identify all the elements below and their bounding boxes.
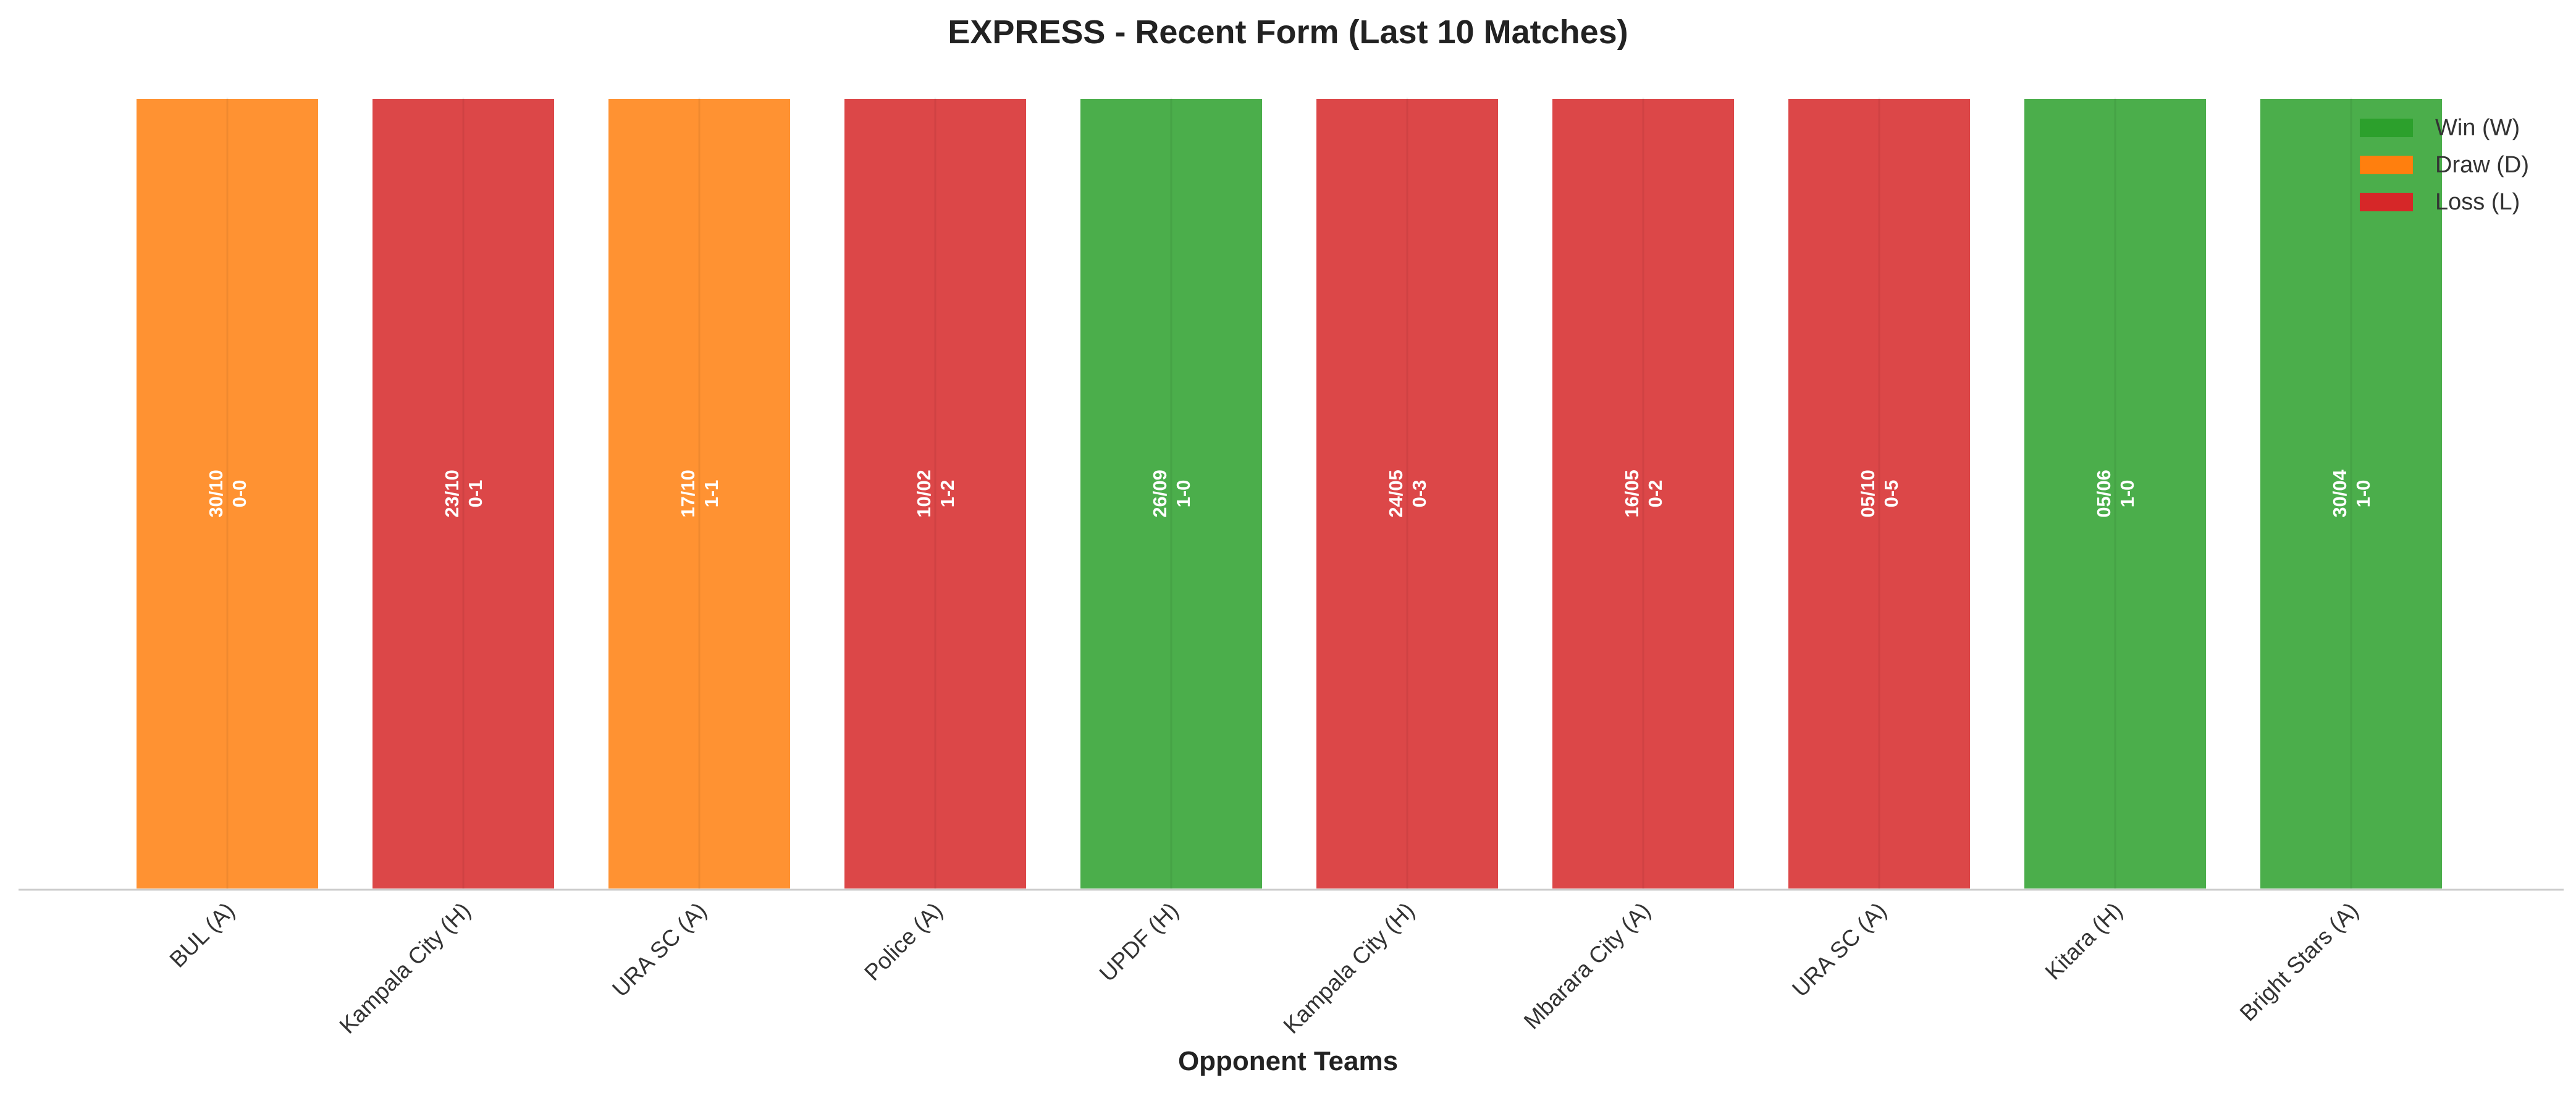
bar-score-label: 0-0 xyxy=(229,480,250,508)
legend-label: Loss (L) xyxy=(2435,189,2520,215)
bar-date-label: 30/04 xyxy=(2329,469,2351,517)
legend: Win (W) Draw (D) Loss (L) xyxy=(2360,115,2529,215)
x-tick-label: Kampala City (H) xyxy=(1278,898,1419,1039)
bar-4 xyxy=(842,96,1029,891)
legend-label: Draw (D) xyxy=(2435,152,2529,178)
chart-title: EXPRESS - Recent Form (Last 10 Matches) xyxy=(948,14,1628,51)
bar-date-label: 16/05 xyxy=(1621,470,1643,518)
legend-swatch xyxy=(2360,193,2413,211)
bar-date-label: 05/10 xyxy=(1857,470,1879,518)
bar-score-label: 1-2 xyxy=(937,480,958,508)
x-tick-label: Police (A) xyxy=(859,898,947,985)
legend-label: Win (W) xyxy=(2435,115,2520,141)
bars-group: 30/10 0-0 23/10 0-1 17/10 1-1 10/02 1-2 26/09 1-0… xyxy=(134,96,2444,891)
bar-7 xyxy=(1550,96,1736,891)
bar-8 xyxy=(1786,96,1972,891)
bar-score-label: 0-2 xyxy=(1644,480,1666,508)
x-tick-label: Kampala City (H) xyxy=(334,898,475,1039)
bar-date-label: 17/10 xyxy=(677,470,699,518)
bar-date-label: 24/05 xyxy=(1385,470,1407,518)
bar-6 xyxy=(1314,96,1501,891)
x-tick-label: BUL (A) xyxy=(165,898,240,973)
bar-date-label: 26/09 xyxy=(1149,470,1171,518)
bar-date-label: 05/06 xyxy=(2093,470,2115,518)
x-tick-label: Kitara (H) xyxy=(2040,898,2128,985)
x-tick-label: Bright Stars (A) xyxy=(2235,898,2363,1026)
bar-2 xyxy=(370,96,557,891)
bar-date-label: 10/02 xyxy=(913,470,935,518)
bar-3 xyxy=(606,96,793,891)
x-tick-label: URA SC (A) xyxy=(607,898,712,1002)
x-tick-labels: BUL (A) Kampala City (H) URA SC (A) Police … xyxy=(165,898,2363,1039)
x-tick-label: URA SC (A) xyxy=(1787,898,1892,1002)
bar-score-label: 0-3 xyxy=(1408,480,1430,508)
x-axis-label: Opponent Teams xyxy=(1178,1046,1398,1076)
x-tick-label: UPDF (H) xyxy=(1095,898,1184,987)
legend-swatch xyxy=(2360,119,2413,137)
bar-score-label: 1-0 xyxy=(1172,480,1194,508)
bar-date-label: 23/10 xyxy=(441,470,463,518)
legend-swatch xyxy=(2360,156,2413,174)
bar-score-label: 1-1 xyxy=(701,480,722,508)
bar-score-label: 0-5 xyxy=(1880,480,1902,508)
bar-score-label: 1-0 xyxy=(2352,480,2374,508)
x-tick-label: Mbarara City (A) xyxy=(1519,898,1656,1034)
bar-score-label: 0-1 xyxy=(465,480,486,508)
bar-score-label: 1-0 xyxy=(2116,480,2138,508)
bar-10 xyxy=(2258,96,2444,891)
bar-5 xyxy=(1078,96,1265,891)
bar-1 xyxy=(134,96,321,891)
bar-date-label: 30/10 xyxy=(205,470,227,518)
